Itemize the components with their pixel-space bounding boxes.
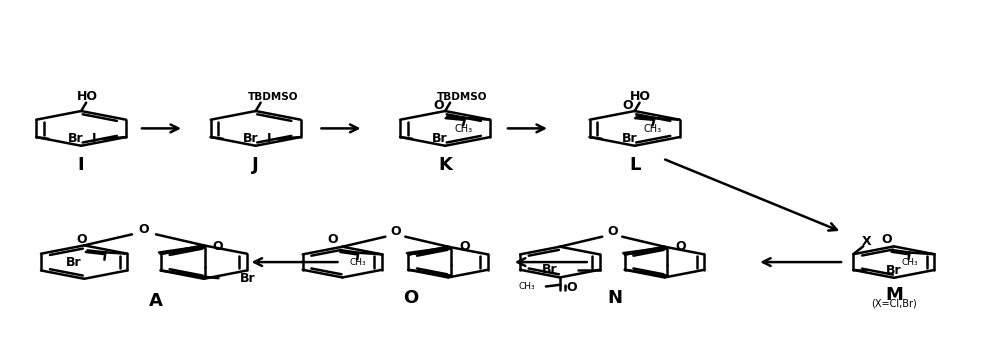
Text: O: O xyxy=(212,240,223,252)
Text: O: O xyxy=(459,240,470,253)
Text: O: O xyxy=(327,234,338,246)
Text: Br: Br xyxy=(542,263,558,276)
Text: O: O xyxy=(622,99,633,112)
Text: L: L xyxy=(629,156,640,174)
Text: Br: Br xyxy=(68,132,84,145)
Text: N: N xyxy=(607,289,622,307)
Text: CH₃: CH₃ xyxy=(644,124,662,134)
Text: Br: Br xyxy=(886,264,902,277)
Text: K: K xyxy=(438,156,452,174)
Text: J: J xyxy=(252,156,259,174)
Text: I: I xyxy=(92,132,96,145)
Text: X: X xyxy=(861,235,871,248)
Text: O: O xyxy=(139,223,149,236)
Text: CH₃: CH₃ xyxy=(454,124,472,134)
Text: CH₃: CH₃ xyxy=(518,282,535,291)
Text: I: I xyxy=(266,132,271,145)
Text: TBDMSO: TBDMSO xyxy=(247,92,298,102)
Text: TBDMSO: TBDMSO xyxy=(437,92,487,102)
Text: Br: Br xyxy=(66,256,81,269)
Text: CH₃: CH₃ xyxy=(350,258,367,267)
Text: I: I xyxy=(78,156,84,174)
Text: Br: Br xyxy=(239,272,255,285)
Text: O: O xyxy=(607,225,618,238)
Text: O: O xyxy=(403,289,418,307)
Text: (X=Cl,Br): (X=Cl,Br) xyxy=(871,299,917,309)
Text: O: O xyxy=(676,240,686,253)
Text: HO: HO xyxy=(77,90,98,103)
Text: HO: HO xyxy=(630,90,651,103)
Text: Br: Br xyxy=(622,132,637,145)
Text: O: O xyxy=(76,233,87,246)
Text: O: O xyxy=(433,99,444,112)
Text: O: O xyxy=(390,225,401,238)
Text: M: M xyxy=(885,286,903,304)
Text: Br: Br xyxy=(432,132,448,145)
Text: O: O xyxy=(881,233,892,246)
Text: CH₃: CH₃ xyxy=(901,258,918,267)
Text: Br: Br xyxy=(243,132,258,145)
Text: O: O xyxy=(566,281,577,294)
Text: A: A xyxy=(149,292,163,309)
